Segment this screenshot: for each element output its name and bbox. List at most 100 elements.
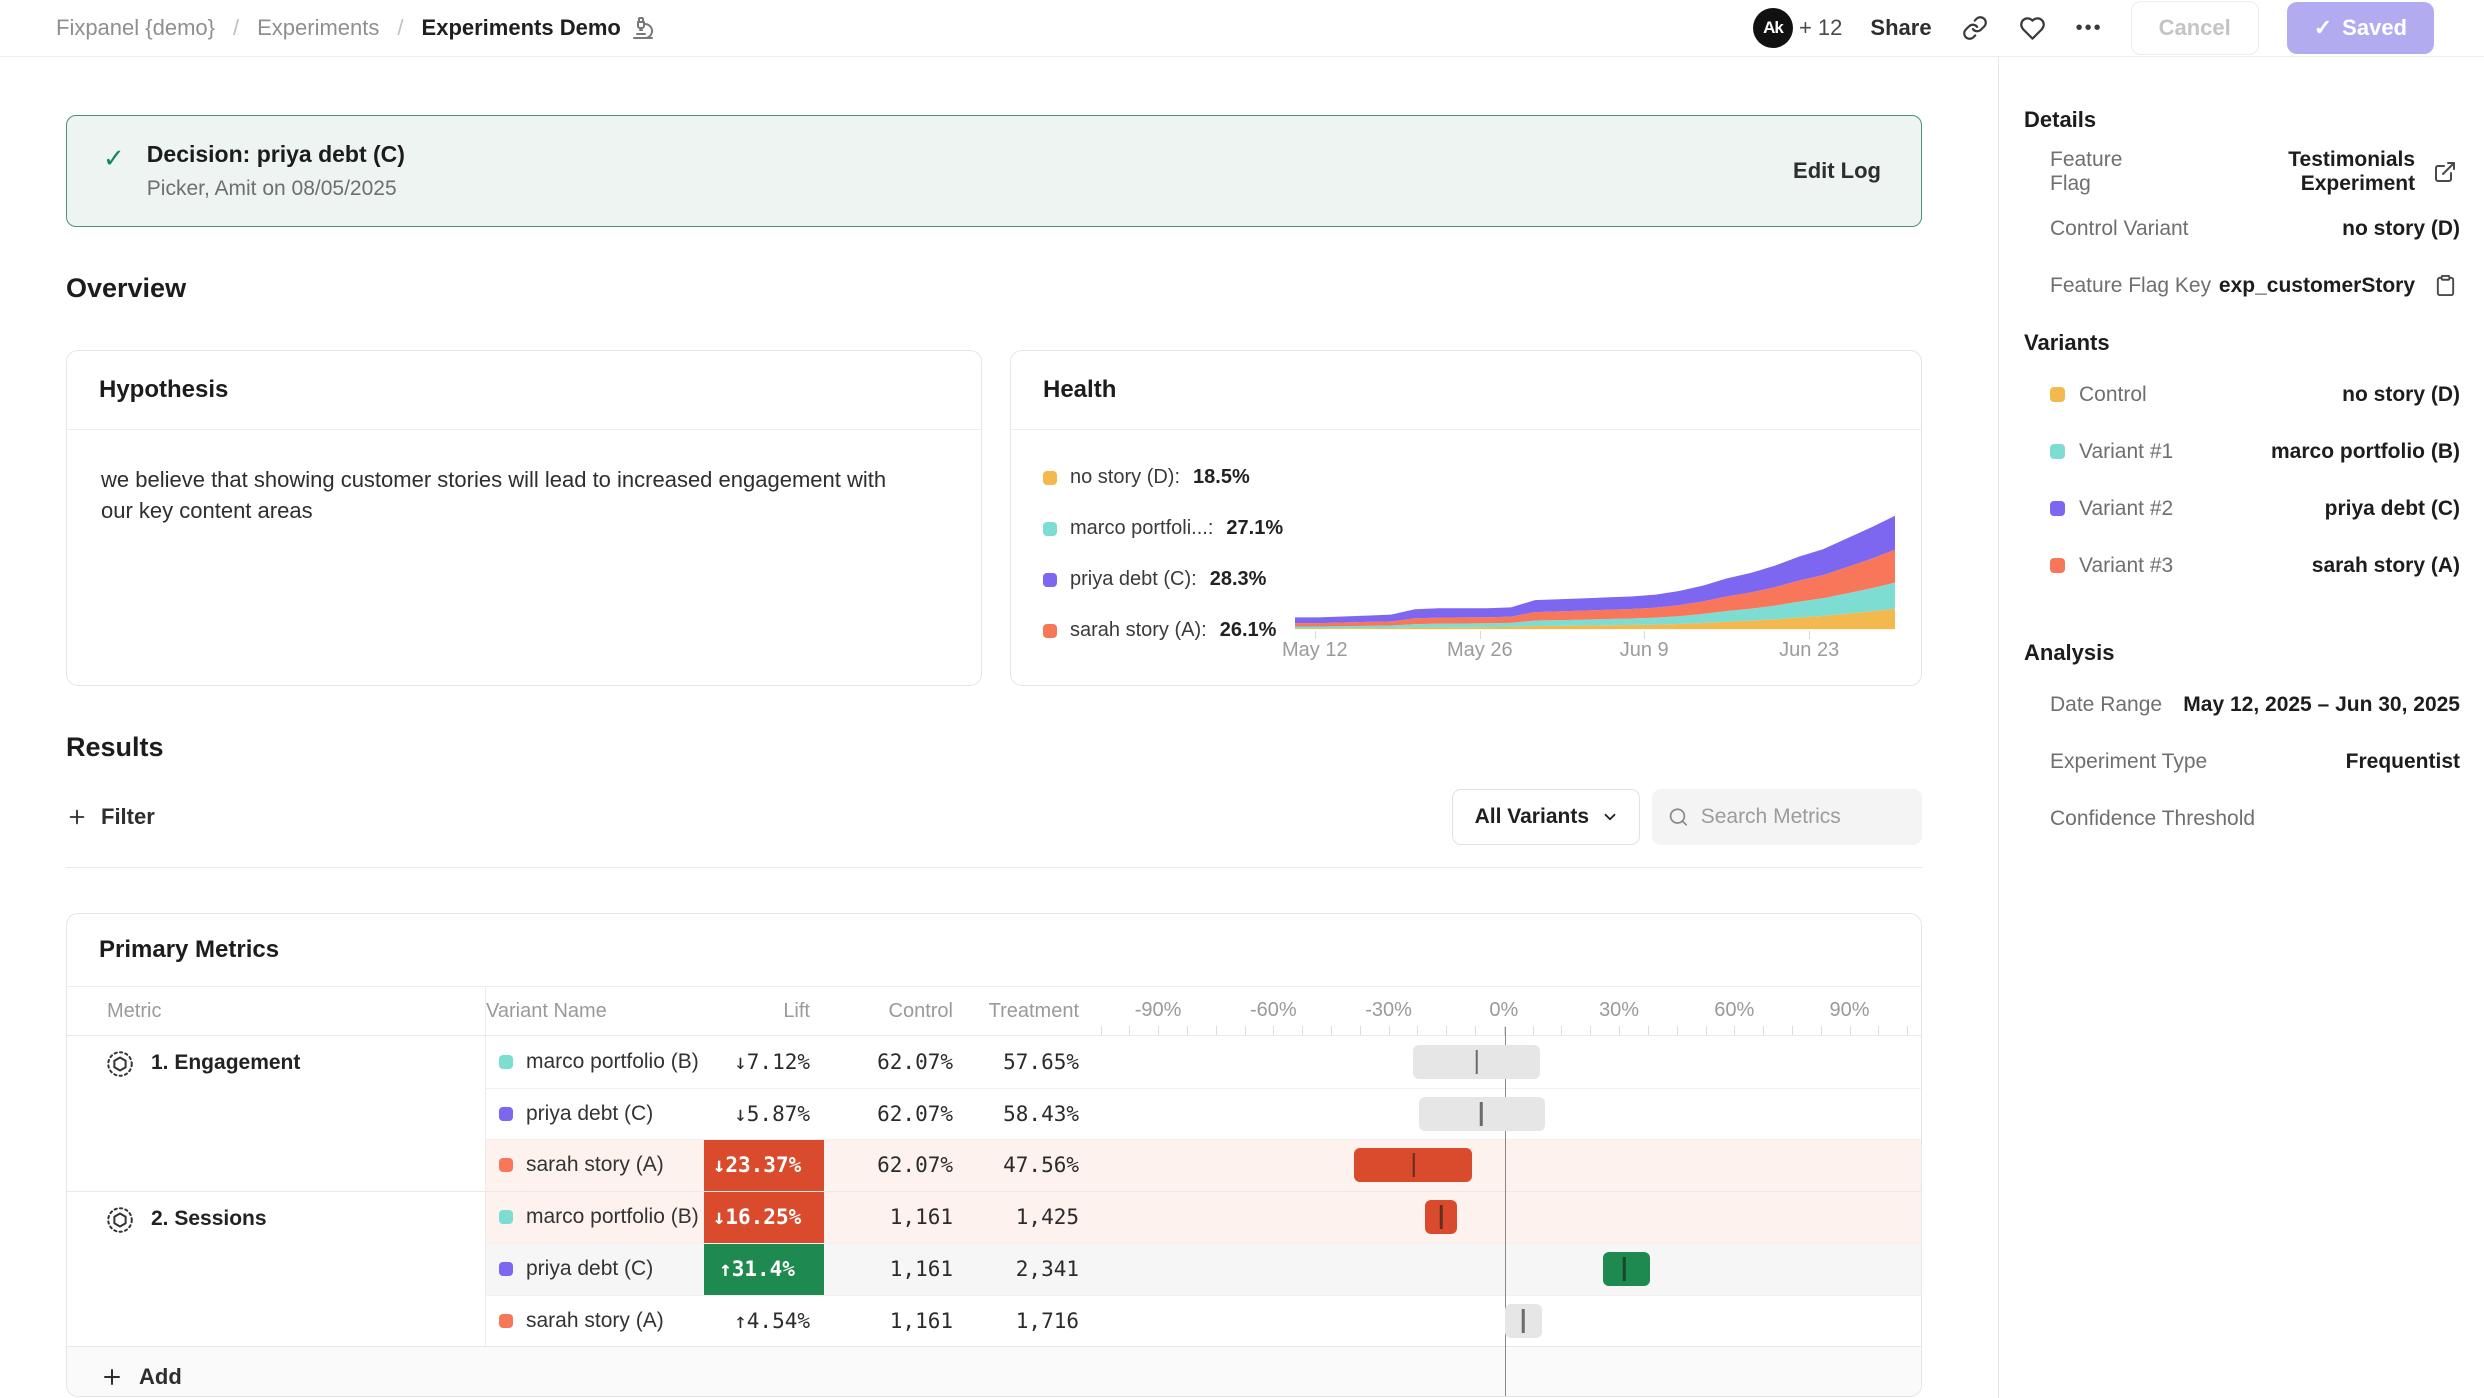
all-variants-dropdown[interactable]: All Variants <box>1452 789 1640 845</box>
axis-tick <box>1417 1026 1418 1035</box>
metric-variant-row[interactable]: priya debt (C)↑31.4%1,1612,341 <box>486 1243 1921 1295</box>
edit-log-button[interactable]: Edit Log <box>1793 158 1881 184</box>
share-button[interactable]: Share <box>1870 15 1931 41</box>
details-heading: Details <box>2024 107 2460 133</box>
detail-value: no story (D) <box>2342 217 2460 241</box>
decision-check-icon: ✓ <box>103 143 125 174</box>
column-header-treatment: Treatment <box>953 987 1079 1035</box>
confidence-interval-bar <box>1505 1304 1542 1338</box>
health-x-tick <box>1315 631 1316 639</box>
axis-tick <box>1763 1026 1764 1035</box>
health-x-label: May 26 <box>1447 639 1513 662</box>
control-cell: 1,161 <box>824 1296 953 1347</box>
axis-tick <box>1561 1026 1562 1035</box>
axis-label: 90% <box>1830 999 1870 1022</box>
ci-plot-cell <box>1079 1296 1921 1347</box>
topbar-actions: Ak + 12 Share ••• Cancel ✓ Saved <box>1753 1 2434 55</box>
health-chart-svg <box>1295 513 1895 631</box>
health-x-label: May 12 <box>1282 639 1348 662</box>
treatment-cell: 1,425 <box>953 1192 1079 1244</box>
health-x-tick <box>1644 631 1645 639</box>
legend-swatch <box>1043 471 1057 485</box>
hypothesis-card-header: Hypothesis <box>67 351 981 430</box>
control-cell: 1,161 <box>824 1244 953 1295</box>
axis-label: 0% <box>1489 999 1518 1022</box>
lift-cell: ↓16.25% <box>704 1192 824 1244</box>
plus-icon <box>100 1365 124 1389</box>
control-cell: 1,161 <box>824 1192 953 1244</box>
analysis-label: Experiment Type <box>2050 750 2207 774</box>
health-x-label: Jun 9 <box>1620 639 1669 662</box>
variant-row-swatch <box>2050 387 2065 402</box>
metric-cell[interactable]: 2. Sessions <box>67 1192 486 1347</box>
analysis-heading: Analysis <box>2024 640 2460 666</box>
variant-row-label: Variant #2 <box>2050 497 2173 521</box>
search-metrics-input[interactable] <box>1701 805 1906 829</box>
cancel-button[interactable]: Cancel <box>2131 1 2259 55</box>
all-variants-label: All Variants <box>1475 805 1589 829</box>
lift-cell: ↑4.54% <box>704 1296 824 1347</box>
breadcrumb-experiments[interactable]: Experiments <box>257 15 379 41</box>
collaborator-count: + 12 <box>1799 15 1842 41</box>
external-link-icon[interactable] <box>2430 157 2460 187</box>
avatar[interactable]: Ak <box>1753 8 1793 48</box>
axis-tick <box>1273 1026 1274 1035</box>
axis-tick <box>1821 1026 1822 1035</box>
metric-variant-row[interactable]: marco portfolio (B)↓16.25%1,1611,425 <box>486 1192 1921 1244</box>
ci-center-tick <box>1522 1309 1525 1333</box>
axis-tick <box>1446 1026 1447 1035</box>
variant-cell: marco portfolio (B) <box>486 1192 704 1244</box>
breadcrumb-project[interactable]: Fixpanel {demo} <box>56 15 215 41</box>
breadcrumb-separator: / <box>397 15 403 41</box>
detail-row-feature-flag-key: Feature Flag Key exp_customerStory <box>2024 257 2460 314</box>
metric-variant-row[interactable]: marco portfolio (B)↓7.12%62.07%57.65% <box>486 1036 1921 1088</box>
collaborators[interactable]: Ak + 12 <box>1753 8 1842 48</box>
axis-tick <box>1158 1026 1159 1035</box>
metric-variant-row[interactable]: sarah story (A)↑4.54%1,1611,716 <box>486 1295 1921 1347</box>
variant-row: Variant #2 priya debt (C) <box>2024 480 2460 537</box>
copy-link-icon[interactable] <box>1960 13 1990 43</box>
metric-cell[interactable]: 1. Engagement <box>67 1036 486 1191</box>
ci-plot-cell <box>1079 1036 1921 1088</box>
legend-value: 18.5% <box>1193 466 1250 489</box>
treatment-cell: 1,716 <box>953 1296 1079 1347</box>
health-x-axis: May 12May 26Jun 9Jun 23 <box>1295 631 1895 663</box>
metric-variant-row[interactable]: sarah story (A)↓23.37%62.07%47.56% <box>486 1139 1921 1191</box>
legend-label: priya debt (C): <box>1070 568 1197 591</box>
add-metric-button[interactable]: Add <box>100 1364 182 1390</box>
favorite-heart-icon[interactable] <box>2018 13 2048 43</box>
ci-plot-cell <box>1079 1140 1921 1191</box>
metrics-search <box>1652 789 1922 845</box>
zero-line <box>1505 1027 1507 1397</box>
confidence-interval-bar <box>1419 1097 1546 1131</box>
health-legend-item: marco portfoli...: 27.1% <box>1043 517 1295 540</box>
variant-row-value: no story (D) <box>2342 383 2460 407</box>
variant-swatch <box>499 1210 513 1224</box>
variant-row-value: priya debt (C) <box>2325 497 2460 521</box>
analysis-rows: Date Range May 12, 2025 – Jun 30, 2025 E… <box>2024 676 2460 847</box>
health-card-header: Health <box>1011 351 1921 430</box>
axis-tick <box>1734 1026 1735 1035</box>
detail-label: Control Variant <box>2050 217 2189 241</box>
more-options-button[interactable]: ••• <box>2076 17 2103 40</box>
metric-group: 1. Engagementmarco portfolio (B)↓7.12%62… <box>67 1035 1921 1191</box>
decision-subtitle: Picker, Amit on 08/05/2025 <box>147 177 405 201</box>
clipboard-copy-icon[interactable] <box>2430 271 2460 301</box>
control-cell: 62.07% <box>824 1036 953 1088</box>
variant-row-swatch <box>2050 558 2065 573</box>
legend-label: no story (D): <box>1070 466 1180 489</box>
axis-tick <box>1648 1026 1649 1035</box>
chevron-down-icon <box>1601 808 1619 826</box>
saved-button[interactable]: ✓ Saved <box>2287 2 2434 54</box>
column-header-variant: Variant Name <box>486 987 704 1035</box>
divider <box>66 867 1922 868</box>
axis-tick <box>1907 1026 1908 1035</box>
details-rows: Feature Flag Testimonials Experiment Con… <box>2024 143 2460 314</box>
health-legend-item: no story (D): 18.5% <box>1043 466 1295 489</box>
variant-row-value: sarah story (A) <box>2312 554 2460 578</box>
search-icon <box>1668 805 1689 829</box>
add-filter-button[interactable]: Filter <box>66 804 155 830</box>
variant-label: marco portfolio (B) <box>526 1050 699 1074</box>
metric-variant-row[interactable]: priya debt (C)↓5.87%62.07%58.43% <box>486 1088 1921 1140</box>
control-cell: 62.07% <box>824 1140 953 1191</box>
